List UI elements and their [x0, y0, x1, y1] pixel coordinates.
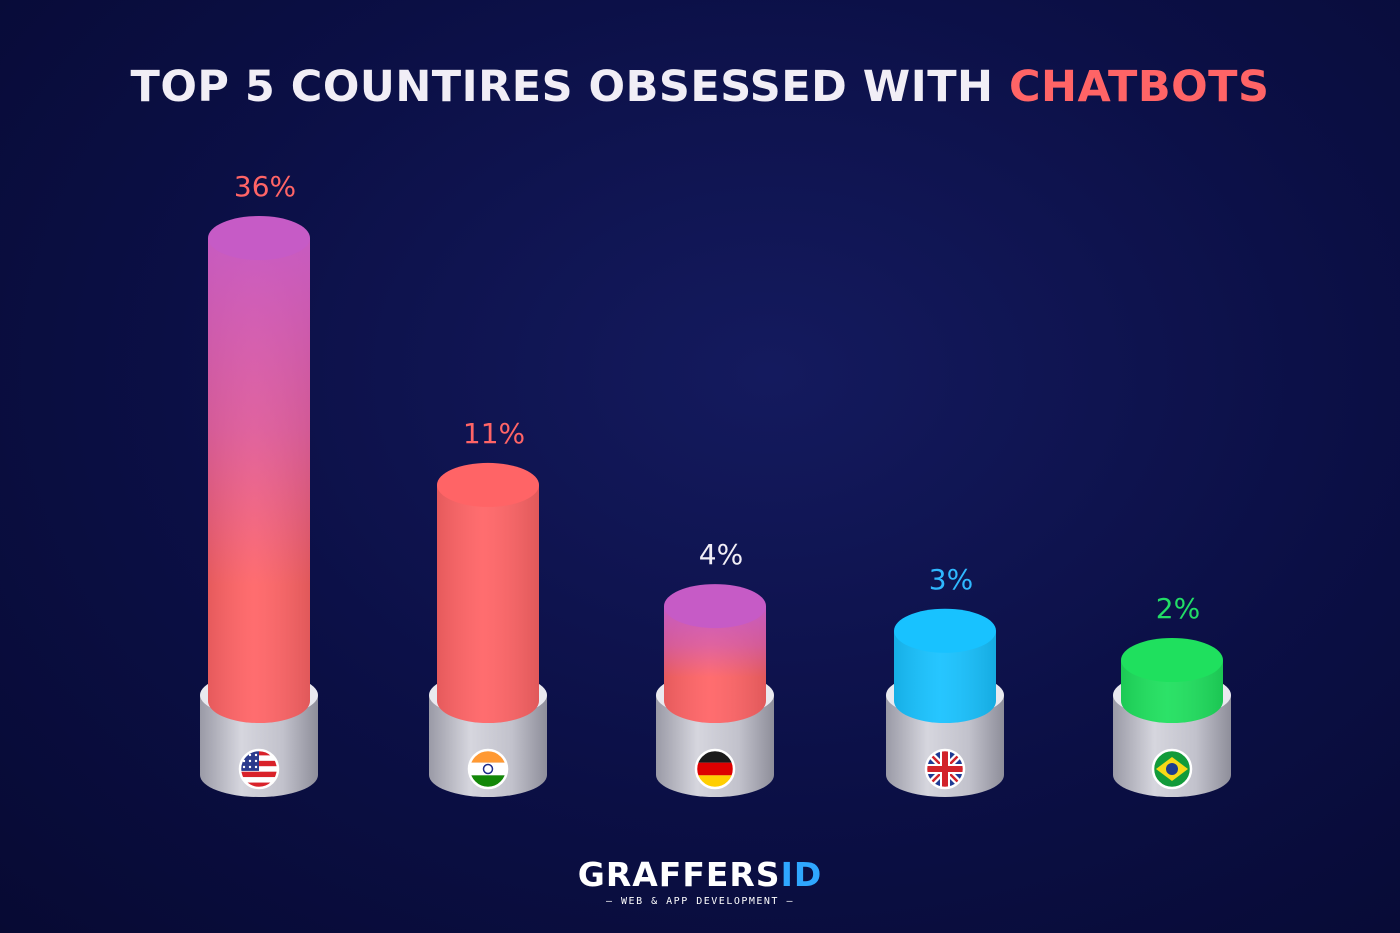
bar-group-1: 36%: [200, 170, 318, 797]
bar-top: [208, 216, 310, 260]
usa-flag-icon: [238, 748, 280, 790]
flag-ring: [1151, 748, 1193, 790]
uk-flag-icon: [924, 748, 966, 790]
bar-highlight: [208, 238, 310, 586]
value-label: 4%: [699, 538, 743, 571]
bar-group-3: 4%: [656, 538, 774, 797]
pedestal-body: [1113, 695, 1231, 797]
graffersid-logo: GRAFFERSID — WEB & APP DEVELOPMENT —: [0, 855, 1400, 907]
india-flag-icon: [467, 748, 509, 790]
bar-group-4: 3%: [886, 563, 1004, 797]
bar-group-5: 2%: [1113, 592, 1231, 797]
value-label: 11%: [463, 417, 525, 450]
bar-top: [894, 608, 996, 653]
bar-top: [664, 584, 766, 629]
value-label: 36%: [234, 170, 296, 203]
title-accent: CHATBOTS: [1009, 62, 1270, 112]
logo-tagline: — WEB & APP DEVELOPMENT —: [605, 896, 794, 907]
germany-flag-icon: [694, 748, 736, 790]
bar-top: [1121, 638, 1223, 682]
value-label: 3%: [929, 563, 973, 596]
pedestal-body: [886, 695, 1004, 797]
flag-ring: [924, 748, 966, 790]
brazil-flag-icon: [1151, 748, 1193, 790]
flag-ring: [238, 748, 280, 790]
pedestal-body: [656, 695, 774, 797]
chart-title: TOP 5 COUNTIRES OBSESSED WITH CHATBOTS: [0, 62, 1400, 112]
bar-shading: [437, 484, 539, 723]
flag-ring: [694, 748, 736, 790]
bar-group-2: 11%: [429, 417, 547, 797]
title-main: TOP 5 COUNTIRES OBSESSED WITH: [130, 62, 1009, 112]
bar-top: [437, 462, 539, 507]
pedestal-body: [200, 695, 318, 797]
value-label: 2%: [1156, 592, 1200, 625]
logo-wordmark: GRAFFERSID: [577, 855, 823, 894]
pedestal-body: [429, 695, 547, 797]
bar-shading: [894, 630, 996, 723]
flag-ring: [467, 748, 509, 790]
